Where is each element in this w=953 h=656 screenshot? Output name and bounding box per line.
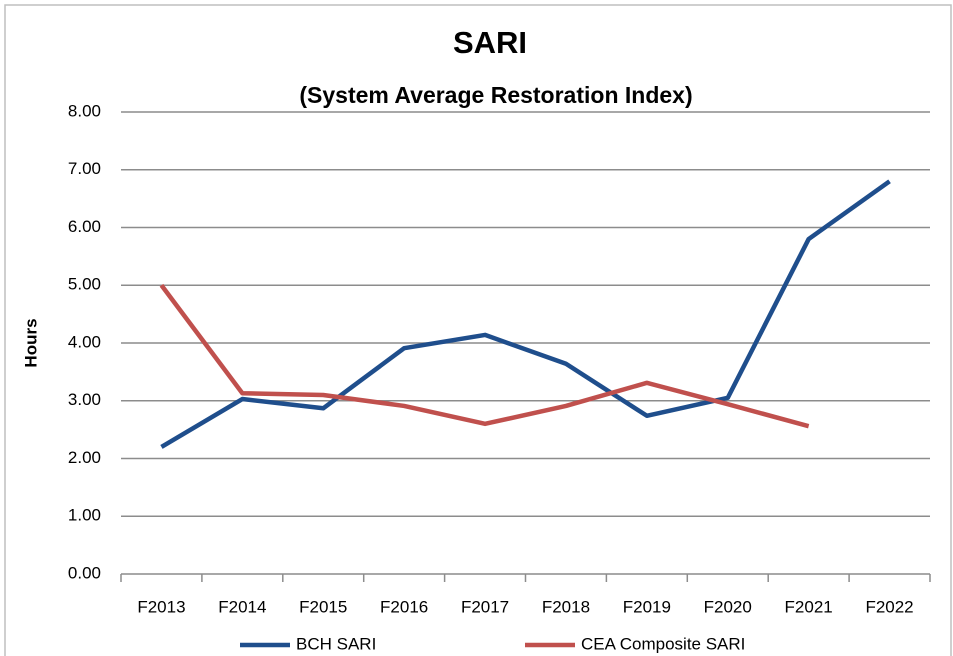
y-tick-label: 4.00: [68, 332, 101, 351]
chart-title: SARI: [453, 25, 527, 60]
x-tick-label: F2016: [380, 597, 428, 616]
x-tick-label: F2017: [461, 597, 509, 616]
legend-label: BCH SARI: [296, 634, 376, 653]
y-axis-label: Hours: [21, 318, 40, 367]
x-tick-label: F2019: [623, 597, 671, 616]
x-tick-label: F2013: [137, 597, 185, 616]
series-line: [159, 283, 810, 429]
series-line: [160, 179, 891, 449]
y-tick-label: 1.00: [68, 506, 101, 525]
y-tick-label: 7.00: [68, 159, 101, 178]
x-tick-label: F2022: [865, 597, 913, 616]
y-tick-label: 0.00: [68, 563, 101, 582]
chart-subtitle: (System Average Restoration Index): [299, 82, 692, 108]
chart-frame: [4, 4, 952, 656]
y-tick-label: 3.00: [68, 390, 101, 409]
x-tick-label: F2018: [542, 597, 590, 616]
x-tick-label: F2021: [785, 597, 833, 616]
y-tick-label: 6.00: [68, 217, 101, 236]
y-tick-label: 5.00: [68, 275, 101, 294]
x-tick-label: F2020: [704, 597, 752, 616]
x-tick-label: F2015: [299, 597, 347, 616]
legend-label: CEA Composite SARI: [581, 634, 745, 653]
x-tick-label: F2014: [218, 597, 266, 616]
y-tick-label: 2.00: [68, 448, 101, 467]
y-tick-label: 8.00: [68, 101, 101, 120]
